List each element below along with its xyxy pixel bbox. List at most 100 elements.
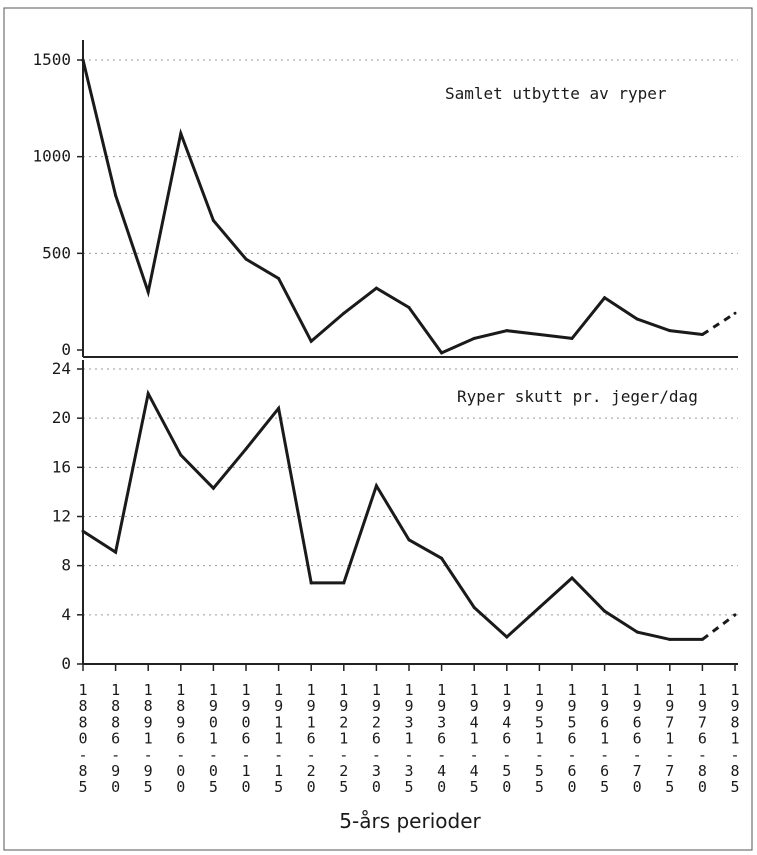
x-category-label-char: 9 (404, 697, 413, 715)
x-category-label-char: 0 (502, 778, 511, 796)
x-category-label-char: 9 (437, 697, 446, 715)
x-category-label-char: 9 (372, 697, 381, 715)
bottom-data-point (505, 635, 509, 639)
x-category-label-char: - (144, 746, 153, 764)
x-category-label-char: 9 (567, 697, 576, 715)
bottom-y-tick-label: 8 (61, 556, 71, 575)
x-category-label-char: 1 (144, 681, 153, 699)
bottom-data-point (472, 605, 476, 609)
bottom-data-point (81, 529, 85, 533)
bottom-data-point (374, 484, 378, 488)
x-category-label-char: 7 (665, 762, 674, 780)
x-category-label: 1 9 1 1 -1 5 (274, 681, 283, 796)
x-category-label-char: 5 (600, 778, 609, 796)
x-category-label-char: 1 (730, 730, 739, 748)
x-category-label-char: 8 (730, 762, 739, 780)
x-category-label-char: 0 (209, 762, 218, 780)
x-category-label-char: 9 (241, 697, 250, 715)
x-category-label-char: 9 (176, 713, 185, 731)
x-category-label-char: 5 (209, 778, 218, 796)
top-y-tick-label: 1000 (32, 147, 71, 166)
top-chart-panel: 1500 1000 500 0 (32, 40, 738, 359)
x-category-label-char: 9 (698, 697, 707, 715)
bottom-data-point (146, 392, 150, 396)
x-category-label-char: 2 (339, 713, 348, 731)
x-category-label-char: 6 (176, 730, 185, 748)
x-category-label-char: 1 (535, 730, 544, 748)
x-category-label-char: - (241, 746, 250, 764)
x-category-label-char: 0 (78, 730, 87, 748)
x-category-label-char: 1 (241, 762, 250, 780)
x-category-label: 1 8 9 1 -9 5 (144, 681, 153, 796)
x-category-label-char: 0 (307, 778, 316, 796)
top-y-tick-label: 0 (61, 340, 71, 359)
x-category-label-char: 1 (274, 681, 283, 699)
top-data-point (537, 333, 541, 337)
x-category-label: 1 8 9 6 -0 0 (176, 681, 185, 796)
x-category-label: 1 9 4 6 -5 0 (502, 681, 511, 796)
top-data-point (407, 305, 411, 309)
x-category-label-char: 8 (78, 713, 87, 731)
x-category-label-char: 9 (470, 697, 479, 715)
bottom-data-point (700, 637, 704, 641)
bottom-y-tick-label: 4 (61, 605, 71, 624)
bottom-data-point (603, 609, 607, 613)
x-category-label-char: 8 (111, 697, 120, 715)
x-category-label-char: 1 (274, 730, 283, 748)
x-category-label-char: 8 (730, 713, 739, 731)
x-category-label-char: 9 (633, 697, 642, 715)
x-category-label-char: 5 (567, 713, 576, 731)
x-category-label-char: 3 (404, 713, 413, 731)
x-category-label-char: 1 (600, 681, 609, 699)
x-category-label-char: 1 (730, 681, 739, 699)
x-category-label: 1 9 6 6 -7 0 (633, 681, 642, 796)
x-category-label-char: 9 (307, 697, 316, 715)
bottom-data-point (635, 630, 639, 634)
x-category-label-char: 1 (372, 681, 381, 699)
x-category-label-char: 7 (698, 713, 707, 731)
x-category-label: 1 9 4 1 -4 5 (470, 681, 479, 796)
x-category-label-char: 1 (209, 681, 218, 699)
bottom-y-tick-label: 12 (52, 507, 71, 526)
x-category-label-char: 1 (502, 681, 511, 699)
x-category-label-char: 0 (176, 778, 185, 796)
x-category-label: 1 9 0 1 -0 5 (209, 681, 218, 796)
top-data-point (211, 218, 215, 222)
x-category-label-char: 1 (470, 681, 479, 699)
x-category-label-char: - (274, 746, 283, 764)
x-category-label-char: 6 (633, 730, 642, 748)
top-data-point (505, 329, 509, 333)
x-category-label-char: 1 (665, 730, 674, 748)
x-category-label-char: 1 (209, 730, 218, 748)
x-axis-label: 5-års perioder (339, 809, 481, 833)
x-category-label-char: 9 (274, 697, 283, 715)
x-category-label-char: 5 (274, 778, 283, 796)
x-category-label-char: 8 (176, 697, 185, 715)
x-category-label-char: 5 (535, 713, 544, 731)
x-category-label-char: - (339, 746, 348, 764)
x-category-label-char: 1 (176, 681, 185, 699)
x-category-label-char: 1 (274, 713, 283, 731)
top-data-point (700, 333, 704, 337)
x-category-label-char: 6 (241, 730, 250, 748)
x-category-label: 1 9 0 6 -1 0 (241, 681, 250, 796)
top-data-point (244, 257, 248, 261)
x-category-label-char: 3 (404, 762, 413, 780)
x-category-label-char: 1 (274, 762, 283, 780)
x-category-label-char: 5 (730, 778, 739, 796)
x-category-label-char: 9 (144, 762, 153, 780)
x-category-label-char: 1 (535, 681, 544, 699)
x-category-label-char: 3 (372, 762, 381, 780)
x-category-label-char: 1 (665, 681, 674, 699)
bottom-y-tick-label: 20 (52, 408, 71, 427)
x-category-label-char: - (437, 746, 446, 764)
x-category-label-char: 1 (339, 730, 348, 748)
bottom-data-point (440, 556, 444, 560)
x-category-label-char: - (307, 746, 316, 764)
x-category-label-char: 6 (600, 762, 609, 780)
x-category-label-char: - (600, 746, 609, 764)
x-category-label-char: 1 (698, 681, 707, 699)
x-category-label-char: 0 (209, 713, 218, 731)
x-category-label-char: 5 (404, 778, 413, 796)
x-category-label-char: - (665, 746, 674, 764)
